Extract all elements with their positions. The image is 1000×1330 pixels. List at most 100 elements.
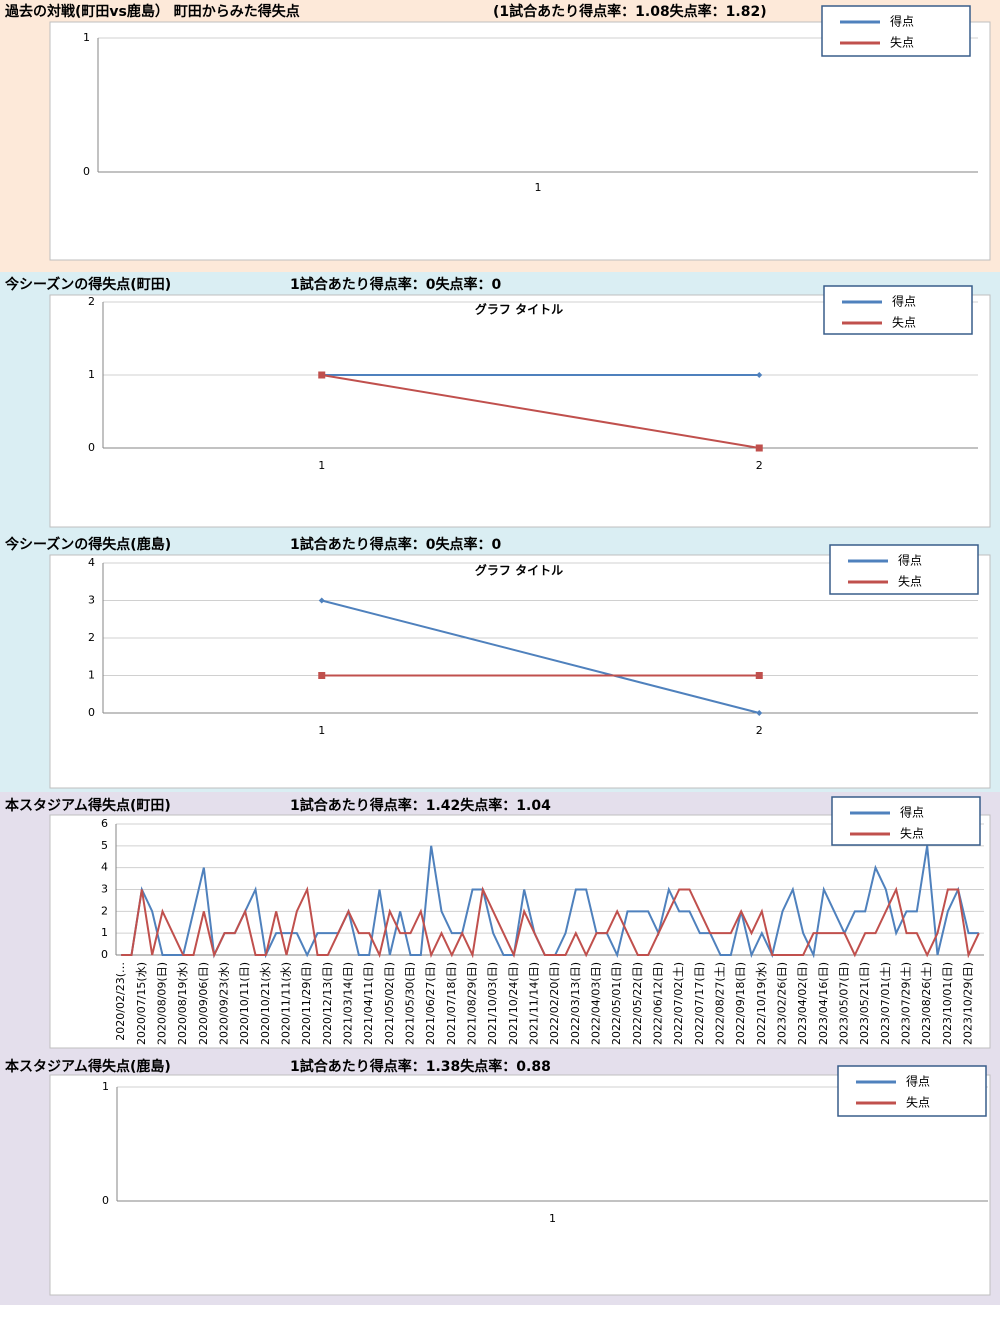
- legend-label: 失点: [906, 1095, 930, 1110]
- marker: [755, 444, 763, 452]
- section-title: 本スタジアム得失点(鹿島): [5, 1058, 171, 1075]
- y-tick-label: 0: [83, 165, 90, 178]
- legend-label: 失点: [898, 574, 922, 589]
- x-tick-label: 2021/10/03(日): [486, 962, 499, 1045]
- legend: [831, 796, 981, 846]
- legend-label: 得点: [906, 1074, 930, 1089]
- section-title: 本スタジアム得失点(町田): [5, 797, 171, 814]
- x-tick-label: 2: [756, 459, 763, 472]
- x-tick-label: 1: [549, 1212, 556, 1225]
- x-tick-label: 2020/11/29(日): [300, 962, 313, 1045]
- legend-label: 得点: [890, 14, 914, 29]
- x-tick-label: 2020/12/13(日): [321, 962, 334, 1045]
- y-tick-label: 2: [88, 631, 95, 644]
- legend: [823, 285, 973, 335]
- x-tick-label: 2022/07/17(日): [693, 962, 706, 1045]
- legend: [829, 544, 979, 595]
- x-tick-label: 2022/07/02(土): [672, 962, 685, 1045]
- x-tick-label: 2022/05/22(日): [631, 962, 644, 1045]
- y-tick-label: 2: [88, 295, 95, 308]
- x-tick-label: 2023/04/02(日): [796, 962, 809, 1045]
- x-tick-label: 2022/03/13(日): [569, 962, 582, 1045]
- marker: [755, 672, 763, 679]
- x-tick-label: 2: [756, 724, 763, 737]
- x-tick-label: 1: [318, 724, 325, 737]
- legend-label: 失点: [890, 35, 914, 50]
- chart-area: [49, 21, 991, 261]
- y-tick-label: 0: [88, 441, 95, 454]
- legend-label: 得点: [900, 805, 924, 820]
- x-tick-label: 2020/07/15(水): [135, 962, 148, 1045]
- x-tick-label: 2021/05/30(日): [404, 962, 417, 1045]
- x-tick-label: 2020/09/23(水): [218, 962, 231, 1045]
- y-tick-label: 5: [101, 839, 108, 852]
- x-tick-label: 2020/08/09(日): [156, 962, 169, 1045]
- y-tick-label: 2: [101, 904, 108, 917]
- y-tick-label: 1: [88, 669, 95, 682]
- x-tick-label: 2020/11/11(水): [280, 962, 293, 1045]
- legend-label: 失点: [900, 826, 924, 841]
- x-tick-label: 2023/04/16(日): [817, 962, 830, 1045]
- chart-area: [49, 1074, 991, 1296]
- x-tick-label: 2022/06/12(日): [652, 962, 665, 1045]
- x-tick-label: 2023/10/01(日): [941, 962, 954, 1045]
- x-tick-label: 2021/05/02(日): [383, 962, 396, 1045]
- x-tick-label: 2020/10/21(水): [259, 962, 272, 1045]
- section-subtitle: 1試合あたり得点率：1.38失点率：0.88: [290, 1058, 551, 1075]
- section-subtitle: 1試合あたり得点率：0失点率：0: [290, 536, 501, 553]
- x-tick-label: 2023/05/21(日): [858, 962, 871, 1045]
- section-title: 過去の対戦(町田vs鹿島） 町田からみた得失点: [4, 3, 300, 20]
- x-tick-label: 2022/04/03(日): [590, 962, 603, 1045]
- legend: [821, 5, 971, 57]
- y-tick-label: 3: [101, 883, 108, 896]
- marker: [756, 372, 763, 378]
- x-tick-label: 2020/02/23(…: [114, 962, 127, 1041]
- y-tick-label: 0: [101, 948, 108, 961]
- y-tick-label: 3: [88, 594, 95, 607]
- x-tick-label: 2023/05/07(日): [838, 962, 851, 1045]
- x-tick-label: 2023/07/01(土): [879, 962, 892, 1045]
- x-tick-label: 2021/08/29(日): [466, 962, 479, 1045]
- series-line: [121, 886, 980, 959]
- section-title: 今シーズンの得失点(鹿島): [4, 536, 171, 553]
- x-tick-label: 2022/05/01(日): [610, 962, 623, 1045]
- y-tick-label: 1: [88, 368, 95, 381]
- x-tick-label: 1: [535, 181, 542, 194]
- series-line: [321, 599, 760, 714]
- x-tick-label: 2021/06/27(日): [424, 962, 437, 1045]
- section-subtitle: (1試合あたり得点率：1.08失点率：1.82): [493, 3, 767, 20]
- x-tick-label: 1: [318, 459, 325, 472]
- x-tick-label: 2022/08/27(土): [714, 962, 727, 1045]
- y-tick-label: 1: [101, 926, 108, 939]
- x-tick-label: 2022/02/20(日): [548, 962, 561, 1045]
- series-line: [321, 374, 760, 449]
- x-tick-label: 2021/07/18(日): [445, 962, 458, 1045]
- y-tick-label: 4: [88, 556, 95, 569]
- chart-title: グラフ タイトル: [475, 302, 563, 317]
- x-tick-label: 2021/10/24(日): [507, 962, 520, 1045]
- x-tick-label: 2023/07/29(土): [900, 962, 913, 1045]
- legend-label: 得点: [892, 294, 916, 309]
- marker: [318, 672, 326, 679]
- chart-title: グラフ タイトル: [475, 563, 563, 578]
- x-tick-label: 2023/08/26(土): [920, 962, 933, 1045]
- section-title: 今シーズンの得失点(町田): [4, 276, 171, 293]
- x-tick-label: 2022/09/18(日): [734, 962, 747, 1045]
- marker: [756, 710, 763, 716]
- marker: [318, 371, 326, 379]
- y-tick-label: 6: [101, 817, 108, 830]
- x-tick-label: 2020/10/11(日): [238, 962, 251, 1045]
- x-tick-label: 2020/08/19(水): [176, 962, 189, 1045]
- x-tick-label: 2021/11/14(日): [528, 962, 541, 1045]
- y-tick-label: 1: [83, 31, 90, 44]
- section-subtitle: 1試合あたり得点率：0失点率：0: [290, 276, 501, 293]
- y-tick-label: 4: [101, 861, 108, 874]
- section-subtitle: 1試合あたり得点率：1.42失点率：1.04: [290, 797, 551, 814]
- x-tick-label: 2021/04/11(日): [362, 962, 375, 1045]
- y-tick-label: 1: [102, 1080, 109, 1093]
- legend-label: 得点: [898, 553, 922, 568]
- y-tick-label: 0: [102, 1194, 109, 1207]
- marker: [318, 597, 325, 604]
- y-tick-label: 0: [88, 706, 95, 719]
